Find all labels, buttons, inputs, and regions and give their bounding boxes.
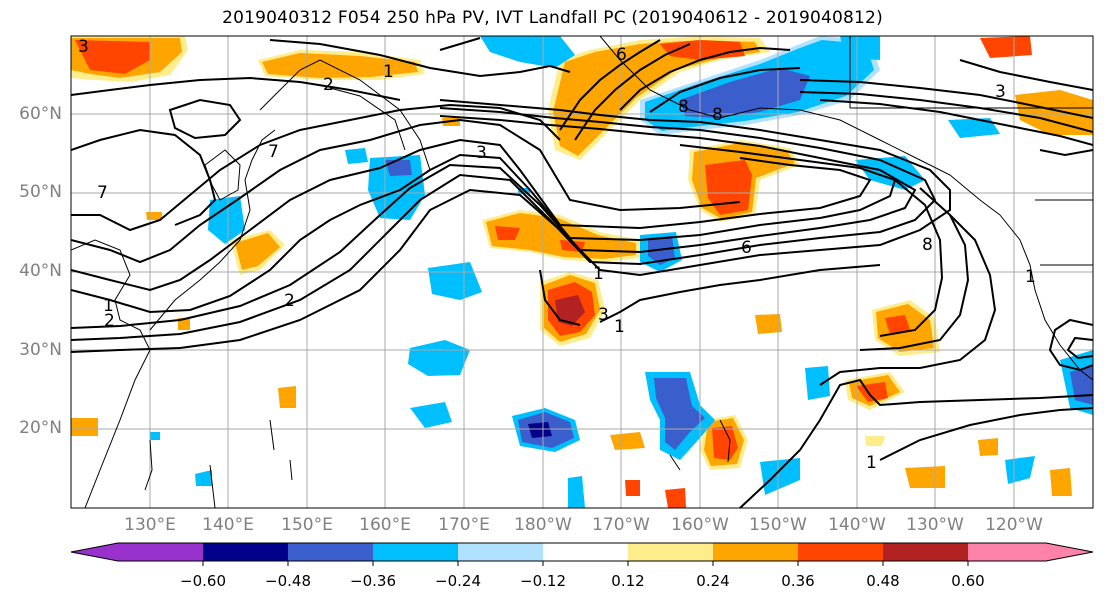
pv-label: 1 [1025, 267, 1036, 287]
pv-label: 1 [383, 62, 394, 82]
pv-label: 8 [922, 235, 933, 255]
pv-label: 3 [476, 143, 487, 163]
pv-label: 7 [268, 142, 279, 162]
pv-label: 1 [614, 317, 625, 337]
lon-label-170w: 170°W [592, 515, 650, 535]
colorbar-segment [71, 543, 118, 561]
lon-label-170e: 170°E [438, 515, 490, 535]
map-frame [70, 35, 1094, 509]
lon-label-120w: 120°W [985, 515, 1043, 535]
colorbar-segment [798, 543, 883, 561]
colorbar-segment [203, 543, 288, 561]
colorbar-tick-label: 0.12 [611, 572, 645, 590]
lat-label-20n: 20°N [19, 418, 62, 438]
lat-label-40n: 40°N [19, 261, 62, 281]
pv-label: 1 [103, 296, 114, 316]
colorbar-segment [713, 543, 798, 561]
pv-label: 1 [866, 453, 877, 473]
lon-label-160e: 160°E [359, 515, 411, 535]
lon-label-140e: 140°E [202, 515, 254, 535]
pv-contour-labels: 1 2 3 6 7 8 1 2 3 6 8 1 3 1 1 1 2 3 7 8 [78, 37, 1036, 473]
map-panel: 1 2 3 6 7 8 1 2 3 6 8 1 3 1 1 1 2 3 7 8 [71, 36, 1093, 508]
lon-label-180w: 180°W [514, 515, 572, 535]
pv-label: 7 [97, 183, 108, 203]
lat-label-50n: 50°N [19, 182, 62, 202]
colorbar-tick-label: 0.36 [781, 572, 815, 590]
pv-label: 1 [593, 264, 604, 284]
lat-label-30n: 30°N [19, 340, 62, 360]
pv-contours [71, 37, 1093, 508]
pv-label: 3 [598, 305, 609, 325]
colorbar-tick-label: −0.36 [350, 572, 396, 590]
colorbar [70, 542, 1094, 566]
pv-label: 2 [104, 311, 115, 331]
colorbar-segment [628, 543, 713, 561]
colorbar-tick-label: −0.48 [265, 572, 311, 590]
lon-label-150e: 150°E [281, 515, 333, 535]
pv-label: 3 [78, 37, 89, 57]
lon-label-160w: 160°W [671, 515, 729, 535]
pv-label: 8 [678, 97, 689, 117]
colorbar-segment [288, 543, 373, 561]
colorbar-tick-label: 0.48 [866, 572, 900, 590]
colorbar-tick-label: 0.60 [951, 572, 985, 590]
lon-label-140w: 140°W [828, 515, 886, 535]
pv-label: 6 [616, 45, 627, 65]
lon-label-130w: 130°W [906, 515, 964, 535]
colorbar-segment [118, 543, 203, 561]
colorbar-tick-label: −0.60 [180, 572, 226, 590]
colorbar-tick-label: −0.24 [435, 572, 481, 590]
lon-label-130e: 130°E [124, 515, 176, 535]
colorbar-segment [883, 543, 968, 561]
lat-label-60n: 60°N [19, 104, 62, 124]
pv-label: 2 [284, 291, 295, 311]
colorbar-segment [543, 543, 628, 561]
pv-label: 3 [995, 82, 1006, 102]
colorbar-segment [968, 543, 1046, 561]
pv-label: 6 [741, 238, 752, 258]
pv-label: 2 [323, 75, 334, 95]
colorbar-segment [458, 543, 543, 561]
lon-label-150w: 150°W [749, 515, 807, 535]
colorbar-segment [373, 543, 458, 561]
colorbar-tick-label: −0.12 [520, 572, 566, 590]
colorbar-segment [1046, 543, 1093, 561]
pv-label: 8 [712, 105, 723, 125]
figure-title: 2019040312 F054 250 hPa PV, IVT Landfall… [222, 8, 883, 28]
colorbar-tick-label: 0.24 [696, 572, 730, 590]
